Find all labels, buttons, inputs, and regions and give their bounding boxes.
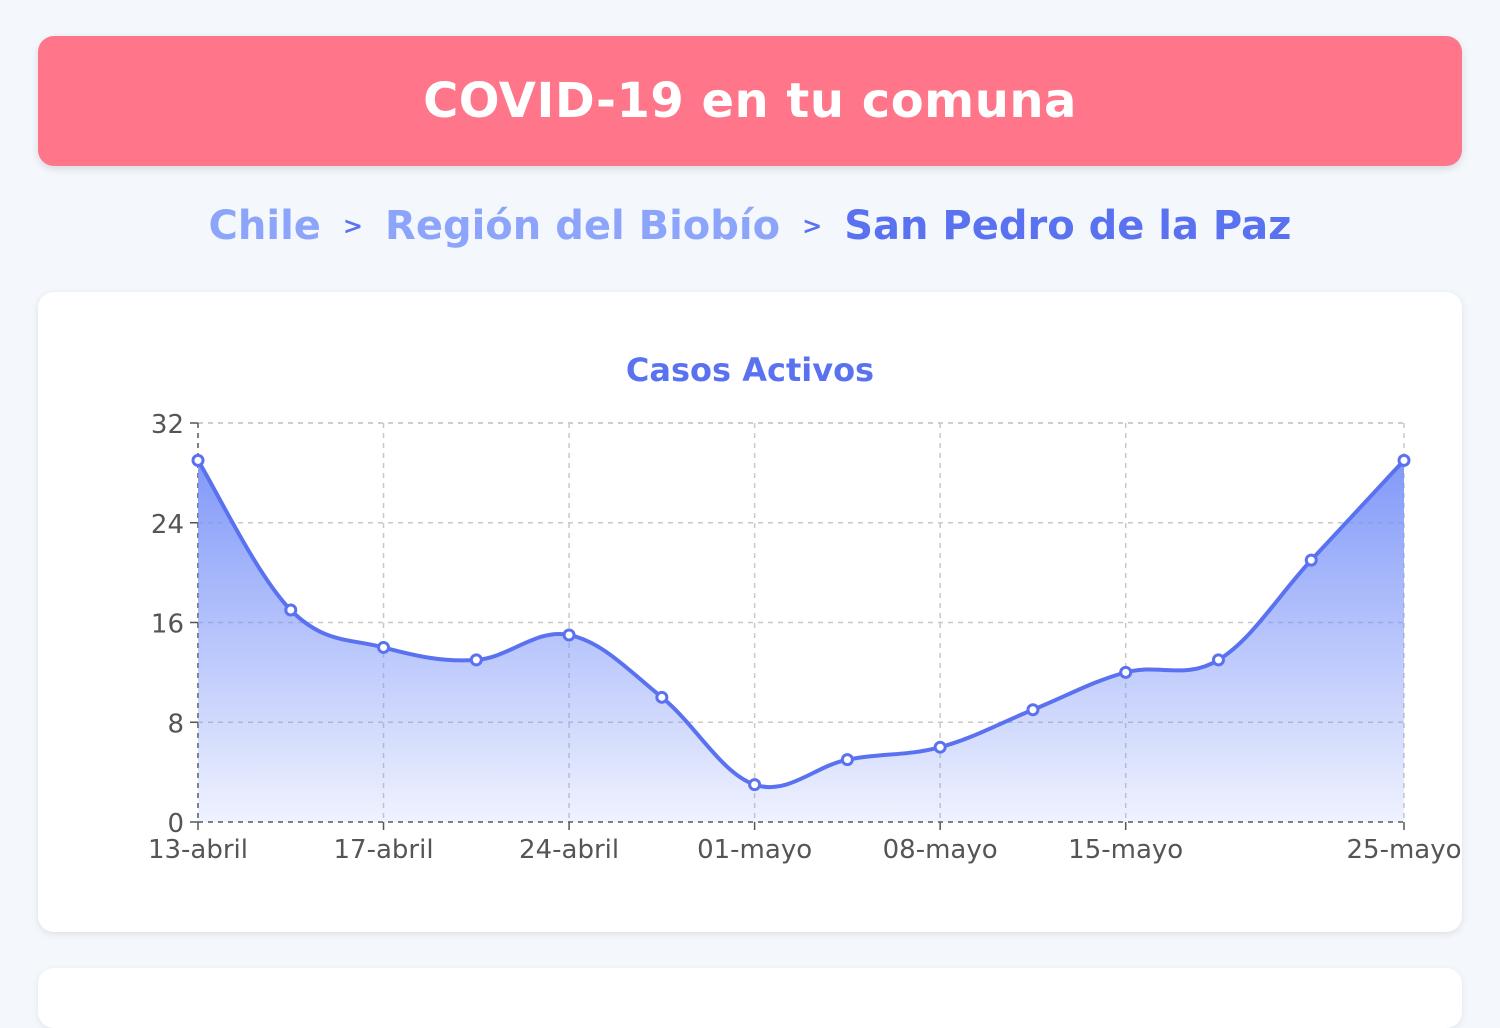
x-tick-label: 15-mayo (1068, 835, 1183, 865)
y-tick-label: 24 (151, 510, 184, 540)
data-point (191, 453, 205, 467)
data-point (1397, 453, 1411, 467)
x-tick-label: 17-abril (334, 835, 434, 865)
breadcrumb-country[interactable]: Chile (208, 203, 321, 249)
data-point (1119, 665, 1133, 679)
next-card (38, 968, 1462, 1028)
data-point (655, 690, 669, 704)
data-point (748, 778, 762, 792)
y-tick-label: 16 (151, 610, 184, 640)
data-point (1304, 553, 1318, 567)
data-point (933, 740, 947, 754)
page-title: COVID-19 en tu comuna (423, 73, 1077, 129)
x-tick-label: 25-mayo (1346, 835, 1461, 865)
data-point (1211, 653, 1225, 667)
data-point (469, 653, 483, 667)
breadcrumb-commune: San Pedro de la Paz (844, 203, 1292, 249)
data-point (284, 603, 298, 617)
data-point (562, 628, 576, 642)
x-tick-label: 13-abril (148, 835, 248, 865)
data-point (377, 640, 391, 654)
breadcrumb: Chile > Región del Biobío > San Pedro de… (0, 196, 1500, 256)
data-point (840, 753, 854, 767)
x-tick-label: 01-mayo (697, 835, 812, 865)
y-tick-label: 0 (167, 809, 184, 839)
data-point (1026, 703, 1040, 717)
y-tick-label: 32 (151, 410, 184, 440)
breadcrumb-region[interactable]: Región del Biobío (385, 203, 781, 249)
y-axis-ticks: 0 8 16 24 32 (151, 410, 198, 839)
chart-card: Casos Activos 0 8 16 24 32 13-abril 17-abril 2… (38, 292, 1462, 932)
x-tick-label: 24-abril (519, 835, 619, 865)
series-points (191, 453, 1411, 792)
x-axis-ticks: 13-abril 17-abril 24-abril 01-mayo 08-mayo 15… (148, 822, 1462, 865)
y-tick-label: 8 (167, 709, 184, 739)
breadcrumb-separator: > (342, 212, 364, 240)
active-cases-chart: Casos Activos 0 8 16 24 32 13-abril 17-abril 2… (148, 351, 1462, 865)
page-header: COVID-19 en tu comuna (38, 36, 1462, 166)
chart-title: Casos Activos (626, 351, 874, 389)
series-area (198, 460, 1404, 822)
breadcrumb-separator: > (802, 212, 823, 240)
x-tick-label: 08-mayo (883, 835, 998, 865)
